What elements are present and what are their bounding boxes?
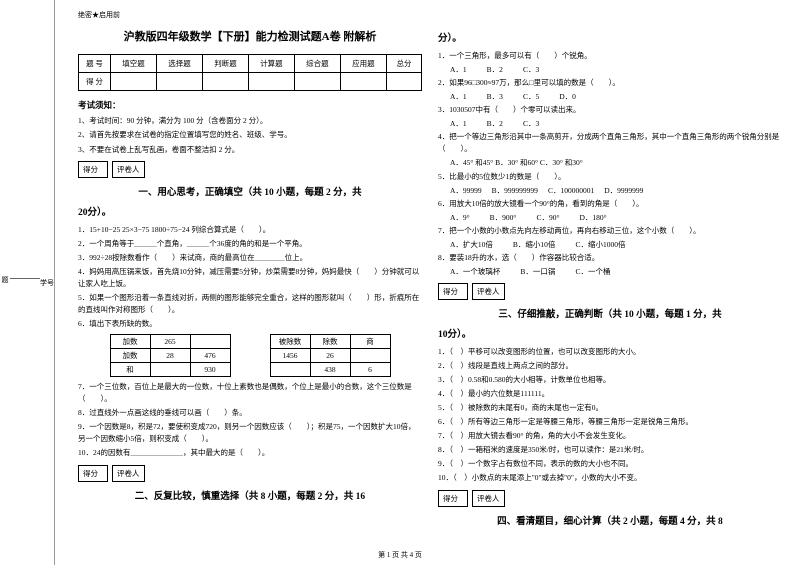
right-column: 分）。 1．一个三角形，最多可以有（ ）个锐角。 A．1B．2C．3 2．如果9…	[430, 10, 790, 560]
grader-box: 评卷人	[112, 465, 145, 482]
cell	[202, 73, 248, 91]
options: A．45° 和45° B．30° 和60° C．30° 和30°	[450, 157, 782, 169]
section-2-head: 二、反复比较，慎重选择（共 8 小题，每题 2 分，共 16	[78, 488, 422, 502]
cell: 判断题	[202, 55, 248, 73]
section-4-head: 四、看清题目，细心计算（共 2 小题，每题 4 分，共 8	[438, 513, 782, 527]
score-line: 得分 评卷人	[438, 283, 782, 300]
margin-label: 学号	[40, 278, 54, 288]
margin-block: 学号 题	[0, 276, 54, 290]
score-box: 得分	[78, 465, 108, 482]
margin-vtext: 题	[1, 276, 9, 286]
grader-box: 评卷人	[472, 490, 505, 507]
secret-label: 绝密★启用前	[78, 10, 422, 20]
score-summary-table: 题 号 填空题 选择题 判断题 计算题 综合题 应用题 总分 得 分	[78, 54, 422, 91]
cell: 应用题	[340, 55, 386, 73]
question: 6．（ ）所有等边三角形一定是等腰三角形，等腰三角形一定是锐角三角形。	[438, 416, 782, 428]
cell: 得 分	[79, 73, 111, 91]
question: 7．（ ）用放大镜去看90° 的角，角的大小不会发生变化。	[438, 430, 782, 442]
question: 2．一个周角等于＿＿＿个直角，＿＿＿个36度的角的和是一个平角。	[78, 238, 422, 250]
score-box: 得分	[438, 283, 468, 300]
options: A．99999B．999999999C．100000001D．9999999	[450, 185, 782, 196]
table-row: 得 分	[79, 73, 422, 91]
question: 9．一个因数是8，积是72，要使积变成720，则另一个因数应该（ ）；积是75，…	[78, 421, 422, 445]
question: 1．15+10−25 25×3−75 1800÷75−24 列综合算式是（ ）。	[78, 224, 422, 236]
left-column: 绝密★启用前 沪教版四年级数学【下册】能力检测试题A卷 附解析 题 号 填空题 …	[70, 10, 430, 560]
section-3-tail: 10分）。	[438, 326, 782, 340]
options: A．1B．2C．3	[450, 118, 782, 129]
instruction: 1、考试时间：90 分钟，满分为 100 分（含卷面分 2 分）。	[78, 115, 422, 126]
question: 8．（ ）一箱稻米的速度是350米/时，也可以读作：是21米/时。	[438, 444, 782, 456]
question: 6．用放大10倍的放大镜看一个90°的角，看到的角是（ ）。	[438, 198, 782, 210]
instruction: 2、请首先按要求在试卷的指定位置填写您的姓名、班级、学号。	[78, 129, 422, 140]
cell: 题 号	[79, 55, 111, 73]
question: 3．1030507中有（ ）个零可以读出来。	[438, 104, 782, 116]
question: 1．一个三角形，最多可以有（ ）个锐角。	[438, 50, 782, 62]
question: 4．（ ）最小的六位数是111111。	[438, 388, 782, 400]
question: 5．比最小的5位数少1的数是（ ）。	[438, 171, 782, 183]
options: A．1B．2C．3	[450, 64, 782, 75]
cell	[386, 73, 421, 91]
cell: 计算题	[248, 55, 294, 73]
cell	[156, 73, 202, 91]
instructions-head: 考试须知：	[78, 99, 422, 111]
fill-table: 加数265被除数除数商 加数28476145626 和9304386	[110, 334, 391, 377]
question: 3．（ ）0.58和0.580的大小相等，计数单位也相等。	[438, 374, 782, 386]
grader-box: 评卷人	[112, 161, 145, 178]
section-3-head: 三、仔细推敲，正确判断（共 10 小题，每题 1 分，共	[438, 306, 782, 320]
options: A．9°B．900°C．90°D．180°	[450, 212, 782, 223]
question: 7．一个三位数，百位上是最大的一位数，十位上素数也是偶数，个位上是最小的合数，这…	[78, 381, 422, 405]
question: 7．把一个小数的小数点先向左移动两位，再向右移动三位，这个小数（ ）。	[438, 225, 782, 237]
question: 5．（ ）被除数的末尾有0，商的末尾也一定有0。	[438, 402, 782, 414]
question: 2．如果96□300≈97万，那么□里可以填的数是（ ）。	[438, 77, 782, 89]
question: 1．（ ）平移可以改变图形的位置，也可以改变图形的大小。	[438, 346, 782, 358]
question: 9．（ ）一个数字占有数位不同，表示的数的大小也不同。	[438, 458, 782, 470]
cell: 填空题	[111, 55, 157, 73]
instruction: 3、不要在试卷上乱写乱画，卷面不整洁扣 2 分。	[78, 144, 422, 155]
score-line: 得分 评卷人	[438, 490, 782, 507]
question: 4．把一个等边三角形沿其中一条高剪开，分成两个直角三角形，其中一个直角三角形的两…	[438, 131, 782, 155]
binding-margin: 学号 题 姓名 答 班级 本 内 学校 线 封 乡镇(街道) 密	[0, 0, 55, 565]
question: 2．（ ）线段是直线上两点之间的部分。	[438, 360, 782, 372]
question: 8．过直线外一点画这线的垂线可以画（ ）条。	[78, 407, 422, 419]
question: 3．992÷28按除数看作（ ）来试商，商的最高位在＿＿＿＿位上。	[78, 252, 422, 264]
exam-title: 沪教版四年级数学【下册】能力检测试题A卷 附解析	[78, 28, 422, 44]
question: 10．24的因数有＿＿＿＿＿＿＿，其中最大的是（ ）。	[78, 447, 422, 459]
grader-box: 评卷人	[472, 283, 505, 300]
score-box: 得分	[438, 490, 468, 507]
section-1-head: 一、用心思考，正确填空（共 10 小题，每题 2 分，共	[78, 184, 422, 198]
score-box: 得分	[78, 161, 108, 178]
options: A．1B．3C．5D．0	[450, 91, 782, 102]
options: A．一个玻璃杯B．一口锅C．一个桶	[450, 266, 782, 277]
cell: 选择题	[156, 55, 202, 73]
options: A．扩大10倍B．缩小10倍C．缩小1000倍	[450, 239, 782, 250]
score-line: 得分 评卷人	[78, 465, 422, 482]
table-row: 题 号 填空题 选择题 判断题 计算题 综合题 应用题 总分	[79, 55, 422, 73]
question: 6．填出下表所缺的数。	[78, 318, 422, 330]
cell	[294, 73, 340, 91]
cell	[111, 73, 157, 91]
cell: 综合题	[294, 55, 340, 73]
score-line: 得分 评卷人	[78, 161, 422, 178]
question: 4．妈妈用高压锅来饭，首先烧10分钟，减压需要5分钟，炒菜需要8分钟，妈妈最快（…	[78, 266, 422, 290]
question: 8．要装18升的水，选（ ）作容器比较合适。	[438, 252, 782, 264]
question: 10．（ ）小数点的末尾添上"0"或去掉"0"，小数的大小不变。	[438, 472, 782, 484]
content-area: 绝密★启用前 沪教版四年级数学【下册】能力检测试题A卷 附解析 题 号 填空题 …	[55, 0, 800, 565]
cell	[340, 73, 386, 91]
cell	[248, 73, 294, 91]
section-2-tail: 分）。	[438, 30, 782, 44]
page-footer: 第 1 页 共 4 页	[0, 550, 800, 560]
section-1-tail: 20分）。	[78, 204, 422, 218]
cell: 总分	[386, 55, 421, 73]
margin-line	[10, 278, 40, 279]
question: 5．如果一个图形沿着一条直线对折，两侧的图形能够完全重合，这样的图形就叫（ ）形…	[78, 292, 422, 316]
